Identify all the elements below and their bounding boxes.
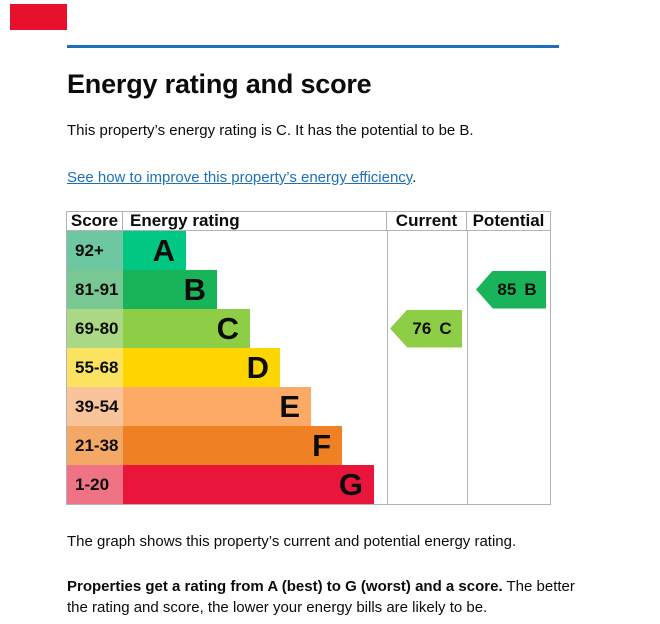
score-range-e: 39-54 (67, 387, 123, 426)
current-cell-b (387, 270, 467, 309)
rating-cell-d: D (123, 348, 387, 387)
score-range-g: 1-20 (67, 465, 123, 504)
column-header-energy-rating: Energy rating (123, 211, 387, 231)
score-range-d: 55-68 (67, 348, 123, 387)
rating-explanation-bold: Properties get a rating from A (best) to… (67, 578, 503, 595)
intro-text: This property’s energy rating is C. It h… (67, 122, 474, 139)
rating-bar-b: B (123, 270, 217, 309)
red-highlight-box (10, 4, 67, 30)
potential-cell-d (467, 348, 550, 387)
score-range-f: 21-38 (67, 426, 123, 465)
epc-rating-chart: Score Energy rating Current Potential 92… (66, 211, 551, 505)
link-suffix-period: . (412, 169, 417, 186)
score-range-b: 81-91 (67, 270, 123, 309)
potential-cell-b: 85 B (467, 270, 550, 309)
potential-cell-e (467, 387, 550, 426)
potential-rating-arrow: 85 B (476, 270, 546, 309)
current-cell-g (387, 465, 467, 504)
rating-cell-e: E (123, 387, 387, 426)
rating-bar-f: F (123, 426, 342, 465)
current-cell-f (387, 426, 467, 465)
rating-cell-g: G (123, 465, 387, 504)
score-range-a: 92+ (67, 231, 123, 270)
section-divider-rule (67, 45, 559, 48)
current-cell-c: 76 C (387, 309, 467, 348)
potential-score: 85 (497, 279, 517, 299)
rating-cell-f: F (123, 426, 387, 465)
current-cell-a (387, 231, 467, 270)
potential-cell-g (467, 465, 550, 504)
improve-efficiency-link[interactable]: See how to improve this property’s energ… (67, 169, 413, 186)
potential-band: B (524, 279, 537, 299)
column-header-potential: Potential (467, 211, 550, 231)
current-cell-d (387, 348, 467, 387)
current-cell-e (387, 387, 467, 426)
potential-cell-c (467, 309, 550, 348)
rating-cell-a: A (123, 231, 387, 270)
current-rating-arrow: 76 C (390, 309, 462, 348)
column-header-score: Score (67, 211, 123, 231)
rating-bar-e: E (123, 387, 311, 426)
potential-cell-a (467, 231, 550, 270)
improve-link-line: See how to improve this property’s energ… (67, 169, 416, 186)
potential-cell-f (467, 426, 550, 465)
rating-bar-a: A (123, 231, 186, 270)
rating-bar-c: C (123, 309, 250, 348)
rating-explanation: Properties get a rating from A (best) to… (67, 576, 575, 618)
rating-cell-b: B (123, 270, 387, 309)
column-header-current: Current (387, 211, 467, 231)
rating-bar-g: G (123, 465, 374, 504)
current-band: C (439, 318, 452, 338)
page-title: Energy rating and score (67, 69, 372, 99)
score-range-c: 69-80 (67, 309, 123, 348)
rating-explanation-line1-rest: The better (502, 578, 575, 595)
rating-bar-d: D (123, 348, 280, 387)
rating-explanation-line2: the rating and score, the lower your ene… (67, 599, 488, 616)
rating-cell-c: C (123, 309, 387, 348)
chart-caption: The graph shows this property’s current … (67, 533, 517, 550)
current-score: 76 (412, 318, 432, 338)
